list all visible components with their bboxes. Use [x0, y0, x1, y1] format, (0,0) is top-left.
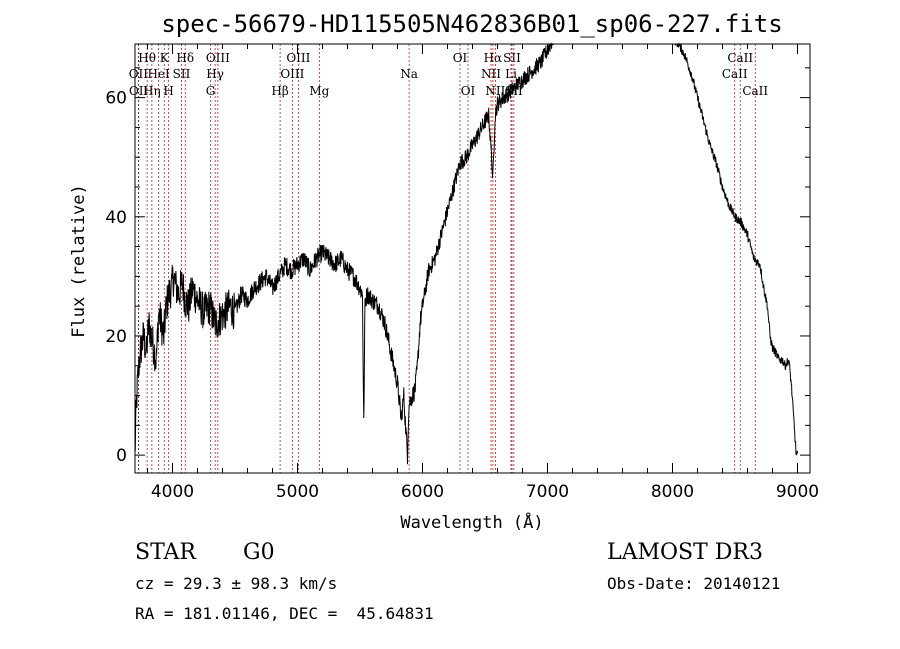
- line-marker-label: NII: [481, 67, 501, 81]
- line-marker-label: NII: [485, 84, 505, 98]
- object-subclass: G0: [243, 540, 275, 565]
- obs-date: Obs-Date: 20140121: [607, 574, 781, 593]
- y-tick-label: 60: [105, 89, 127, 109]
- x-tick-label: 9000: [776, 482, 819, 502]
- spectrum-chart: spec-56679-HD115505N462836B01_sp06-227.f…: [69, 10, 819, 533]
- line-marker-label: OIII: [280, 67, 304, 81]
- y-axis-label: Flux (relative): [69, 184, 89, 338]
- line-marker-label: Hδ: [176, 51, 194, 65]
- chart-title: spec-56679-HD115505N462836B01_sp06-227.f…: [161, 10, 782, 38]
- line-marker-label: Hη: [143, 84, 161, 98]
- object-class: STAR: [135, 540, 196, 565]
- x-tick-label: 7000: [526, 482, 569, 502]
- y-tick-label: 0: [116, 446, 127, 466]
- line-marker-label: CaII: [722, 67, 748, 81]
- line-marker-label: HeI: [147, 67, 170, 81]
- line-marker-label: H: [163, 84, 173, 98]
- x-axis-label: Wavelength (Å): [400, 511, 543, 533]
- line-marker-label: OII: [129, 84, 149, 98]
- line-marker-label: OI: [461, 84, 476, 98]
- spectrum-line: [134, 42, 798, 465]
- line-marker-label: Na: [400, 67, 418, 81]
- line-marker-label: CaII: [742, 84, 768, 98]
- x-tick-label: 4000: [151, 482, 194, 502]
- line-marker-label: OIII: [286, 51, 310, 65]
- line-marker-label: SII: [173, 67, 191, 81]
- line-marker-label: Hθ: [138, 51, 156, 65]
- line-marker-label: Hα: [484, 51, 503, 65]
- coordinates: RA = 181.01146, DEC = 45.64831: [135, 604, 434, 623]
- line-marker-label: OI: [453, 51, 468, 65]
- line-marker-label: Hγ: [206, 67, 224, 81]
- line-marker-label: SII: [503, 51, 521, 65]
- y-tick-label: 20: [105, 327, 127, 347]
- axes: [134, 43, 811, 474]
- line-marker-label: Mg: [309, 84, 329, 98]
- line-marker-label: Hβ: [271, 84, 288, 98]
- survey-label: LAMOST DR3: [607, 540, 763, 565]
- plot-frame: [134, 43, 811, 474]
- x-tick-label: 5000: [276, 482, 319, 502]
- line-marker-label: CaII: [727, 51, 753, 65]
- tick-labels: 4000 5000 6000 7000 8000 9000 0 20 40 60: [105, 89, 819, 502]
- x-tick-label: 6000: [401, 482, 444, 502]
- line-marker-label: K: [160, 51, 170, 65]
- line-marker-label: OIII: [206, 51, 230, 65]
- line-marker-label: G: [206, 84, 216, 98]
- x-tick-label: 8000: [651, 482, 694, 502]
- line-marker-label: Li: [505, 67, 517, 81]
- redshift-cz: cz = 29.3 ± 98.3 km/s: [135, 574, 338, 593]
- y-tick-label: 40: [105, 208, 127, 228]
